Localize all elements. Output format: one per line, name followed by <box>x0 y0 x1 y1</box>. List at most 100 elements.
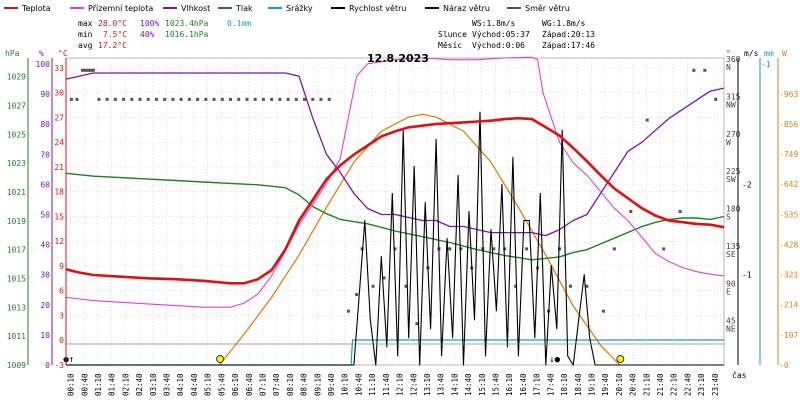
wind-direction-point <box>382 276 386 280</box>
wm2-tick-label: -0 <box>779 361 789 370</box>
x-tick-label: 11:10 <box>368 373 377 396</box>
pct-tick-label: 30 <box>40 271 50 280</box>
series-line-přízemní-teplota <box>65 56 725 308</box>
x-tick-label: 10:10 <box>341 373 350 396</box>
sunrise-marker <box>216 355 224 363</box>
x-tick-label: 02:10 <box>121 373 130 396</box>
x-tick-label: 02:40 <box>135 373 144 396</box>
wind-direction-point <box>113 97 117 101</box>
x-tick-label: 05:40 <box>217 373 226 396</box>
wind-direction-point <box>662 247 666 251</box>
x-tick-label: 23:10 <box>697 373 706 396</box>
sun-set: Západ:20:13 <box>542 30 595 39</box>
wind-direction-point <box>105 97 109 101</box>
series-line-vlhkost <box>65 72 725 237</box>
x-tick-label: 08:40 <box>300 373 309 396</box>
temp-tick-label: 21 <box>54 163 64 172</box>
wind-direction-point <box>319 97 323 101</box>
wind-direction-point <box>89 68 93 72</box>
wind-direction-point <box>97 97 101 101</box>
x-tick-label: 04:40 <box>190 373 199 396</box>
x-tick-label: 19:10 <box>587 373 596 396</box>
wind-direction-point <box>703 68 707 72</box>
hpa-axis-title: hPa <box>5 49 20 58</box>
x-tick-label: 08:10 <box>286 373 295 396</box>
moonrise-marker: ●↑ <box>63 355 74 365</box>
dir-tick-name: S <box>726 213 731 222</box>
pct-tick-label: 70 <box>40 150 50 159</box>
pct-tick-label: 100 <box>36 60 51 69</box>
temp-tick-label: 33 <box>54 64 64 73</box>
x-tick-label: 10:40 <box>354 373 363 396</box>
temp-tick-label: 24 <box>54 138 64 147</box>
wind-direction-point <box>220 97 224 101</box>
wind-direction-point <box>229 97 232 101</box>
dir-tick-name: W <box>726 138 731 147</box>
x-axis-title: čas <box>732 370 747 380</box>
wind-direction-point <box>245 97 249 101</box>
wind-direction-point <box>75 97 79 101</box>
stats-avg-temp: 17.2°C <box>98 41 127 50</box>
pct-axis-title: % <box>39 49 44 58</box>
sun-label: Slunce <box>438 30 467 39</box>
x-tick-label: 05:10 <box>204 373 213 396</box>
wind-direction-point <box>525 247 529 251</box>
wind-direction-point <box>179 97 183 101</box>
legend-label: Teplota <box>21 4 51 13</box>
wind-direction-point <box>69 97 73 101</box>
hpa-tick-label: 1029 <box>7 73 26 82</box>
wind-direction-point <box>692 68 696 72</box>
dir-tick-degree: 90 <box>726 279 736 288</box>
hpa-tick-label: 1027 <box>7 102 26 111</box>
wind-direction-point <box>678 210 682 213</box>
wind-direction-point <box>187 97 191 101</box>
hpa-tick-label: 1021 <box>7 188 26 197</box>
wind-direction-point <box>286 97 290 101</box>
x-tick-label: 03:40 <box>163 373 172 396</box>
dir-axis-title: ° <box>726 49 731 58</box>
hpa-tick-label: 1025 <box>7 130 26 139</box>
pct-tick-label: 60 <box>40 180 50 189</box>
legend-label: Rychlost větru <box>349 4 406 13</box>
wind-direction-point <box>261 97 265 101</box>
temp-tick-label: 0 <box>59 336 64 345</box>
x-tick-label: 12:40 <box>409 373 418 396</box>
x-tick-label: 20:10 <box>615 373 624 396</box>
dir-tick-name: N <box>726 63 731 72</box>
x-tick-label: 14:40 <box>464 373 473 396</box>
wind-direction-point <box>122 97 126 101</box>
legend-label: Náraz větru <box>443 4 490 13</box>
legend-label: Srážky <box>286 4 313 13</box>
astro-markers: ●↑ ↓● <box>63 355 625 365</box>
hpa-tick-label: 1019 <box>7 217 26 226</box>
x-tick-label: 22:10 <box>670 373 679 396</box>
legend-label: Tlak <box>235 4 253 13</box>
moonset-marker: ↓● <box>549 355 560 365</box>
x-tick-label: 00:10 <box>67 373 76 396</box>
mm-axis-title: mm <box>764 49 774 58</box>
wind-direction-point <box>270 97 274 101</box>
astro-block: WS:1.8m/s WG:1.8m/s Slunce Východ:05:37 … <box>438 19 595 50</box>
dir-tick-degree: 45 <box>726 317 736 326</box>
temp-tick-label: 6 <box>59 287 64 296</box>
wind-direction-point <box>568 284 572 288</box>
stats-max-press: 1023.4hPa <box>165 19 209 28</box>
stats-avg-label: avg <box>78 41 93 50</box>
wind-direction-point <box>492 247 496 251</box>
x-tick-label: 21:40 <box>656 373 665 396</box>
dir-tick-degree: 225 <box>726 167 741 176</box>
wind-direction-point <box>237 97 241 101</box>
x-tick-label: 20:40 <box>629 373 638 396</box>
x-tick-label: 03:10 <box>149 373 158 396</box>
stats-max-hum: 100% <box>140 19 159 28</box>
wind-direction-point <box>645 118 649 122</box>
wind-direction-point <box>601 309 605 313</box>
wind-direction-point <box>404 284 408 288</box>
x-tick-label: 18:10 <box>560 373 569 396</box>
temp-axis-title: °C <box>58 49 68 58</box>
x-tick-label: 07:10 <box>258 373 267 396</box>
legend: Teplota Přízemní teplota Vlhkost Tlak Srážky… <box>4 4 570 13</box>
wind-direction-point <box>154 97 158 101</box>
